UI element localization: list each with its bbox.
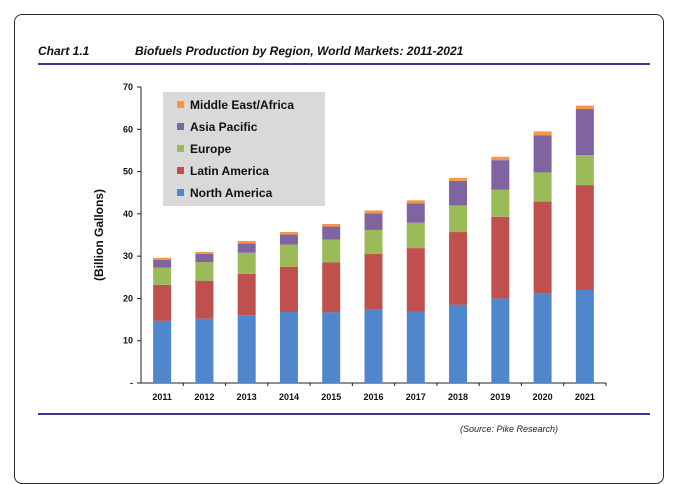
x-tick-label: 2014	[279, 392, 299, 402]
bar-segment	[195, 251, 214, 255]
bar-segment	[279, 266, 298, 312]
y-tick-label: 70	[123, 82, 133, 92]
bar-segment	[491, 160, 510, 190]
bar-segment	[364, 254, 383, 310]
x-tick-label: 2012	[194, 392, 214, 402]
y-tick-label: 40	[123, 209, 133, 219]
y-tick-label: 30	[123, 251, 133, 261]
legend-swatch	[177, 167, 184, 174]
y-axis-label: (Billion Gallons)	[92, 189, 106, 281]
bar-segment	[153, 320, 172, 383]
legend-swatch	[177, 145, 184, 152]
bar-segment	[449, 232, 468, 305]
bar-segment	[322, 262, 341, 313]
x-tick-label: 2017	[406, 392, 426, 402]
x-tick-label: 2020	[533, 392, 553, 402]
bar-segment	[575, 108, 594, 156]
bar-segment	[533, 293, 552, 383]
bar-segment	[279, 234, 298, 245]
bar-segment	[491, 216, 510, 299]
bar-segment	[406, 203, 425, 223]
bar-segment	[533, 135, 552, 173]
bar-segment	[195, 254, 214, 263]
bar-segment	[406, 248, 425, 312]
x-tick-label: 2018	[448, 392, 468, 402]
chart-number-label: Chart 1.1	[38, 44, 90, 58]
x-tick-label: 2015	[321, 392, 341, 402]
bar-segment	[237, 240, 256, 244]
bar-segment	[449, 304, 468, 383]
bar-segment	[575, 155, 594, 186]
bar-segment	[406, 222, 425, 249]
legend-swatch	[177, 123, 184, 130]
bar-segment	[237, 243, 256, 253]
bar-segment	[406, 311, 425, 383]
bar-segment	[322, 239, 341, 263]
chart-title: Biofuels Production by Region, World Mar…	[135, 44, 464, 58]
bar-segment	[195, 318, 214, 383]
plot-area: - 10 20 30 40 50 60 70 2011 2012 2013 2014 2015 2016 2…	[123, 82, 607, 402]
bar-segment	[195, 262, 214, 281]
bar-segment	[237, 252, 256, 274]
bar-segment	[449, 177, 468, 181]
legend-label: Europe	[190, 142, 232, 156]
x-tick-label: 2011	[152, 392, 172, 402]
source-note: (Source: Pike Research)	[460, 424, 559, 434]
legend-label: Latin America	[190, 164, 269, 178]
bar-segment	[279, 232, 298, 235]
bar-segment	[575, 105, 594, 109]
bar-segment	[364, 213, 383, 230]
legend-swatch	[177, 189, 184, 196]
x-tick-label: 2016	[363, 392, 383, 402]
x-tick-label: 2019	[490, 392, 510, 402]
x-tick-label: 2013	[237, 392, 257, 402]
bar-segment	[279, 244, 298, 267]
bar-segment	[322, 224, 341, 227]
legend-label: Middle East/Africa	[190, 98, 294, 112]
bar-segment	[364, 309, 383, 383]
bar-segment	[364, 210, 383, 214]
bar-segment	[364, 229, 383, 255]
stacked-bar-chart: - 10 20 30 40 50 60 70 2011 2012 2013 2014 2015 2016 2…	[92, 82, 607, 402]
bottom-divider	[38, 413, 650, 415]
legend-label: Asia Pacific	[190, 120, 258, 134]
bar-segment	[533, 201, 552, 294]
y-tick-label: 60	[123, 124, 133, 134]
bar-segment	[575, 185, 594, 290]
bar-segment	[491, 156, 510, 161]
bar-segment	[195, 280, 214, 319]
x-tick-label: 2021	[575, 392, 595, 402]
bar-segment	[153, 267, 172, 285]
top-divider	[38, 63, 650, 65]
bar-segment	[237, 273, 256, 316]
y-tick-label: 20	[123, 293, 133, 303]
bar-segment	[533, 131, 552, 136]
y-tick-label: 10	[123, 336, 133, 346]
bar-segment	[575, 289, 594, 383]
legend-box	[163, 92, 325, 206]
bar-segment	[449, 205, 468, 233]
y-tick-label: -	[130, 378, 133, 388]
bar-segment	[153, 284, 172, 321]
bar-segment	[533, 172, 552, 202]
bar-segment	[153, 259, 172, 268]
bar-segment	[237, 315, 256, 383]
bar-segment	[322, 226, 341, 240]
bar-segment	[491, 189, 510, 217]
legend-swatch	[177, 101, 184, 108]
bar-segment	[406, 200, 425, 204]
bar-segment	[153, 257, 172, 260]
bar-segment	[322, 312, 341, 383]
bar-segment	[491, 298, 510, 383]
bar-segment	[449, 180, 468, 206]
bar-segment	[279, 311, 298, 383]
y-tick-label: 50	[123, 167, 133, 177]
legend-label: North America	[190, 186, 273, 200]
